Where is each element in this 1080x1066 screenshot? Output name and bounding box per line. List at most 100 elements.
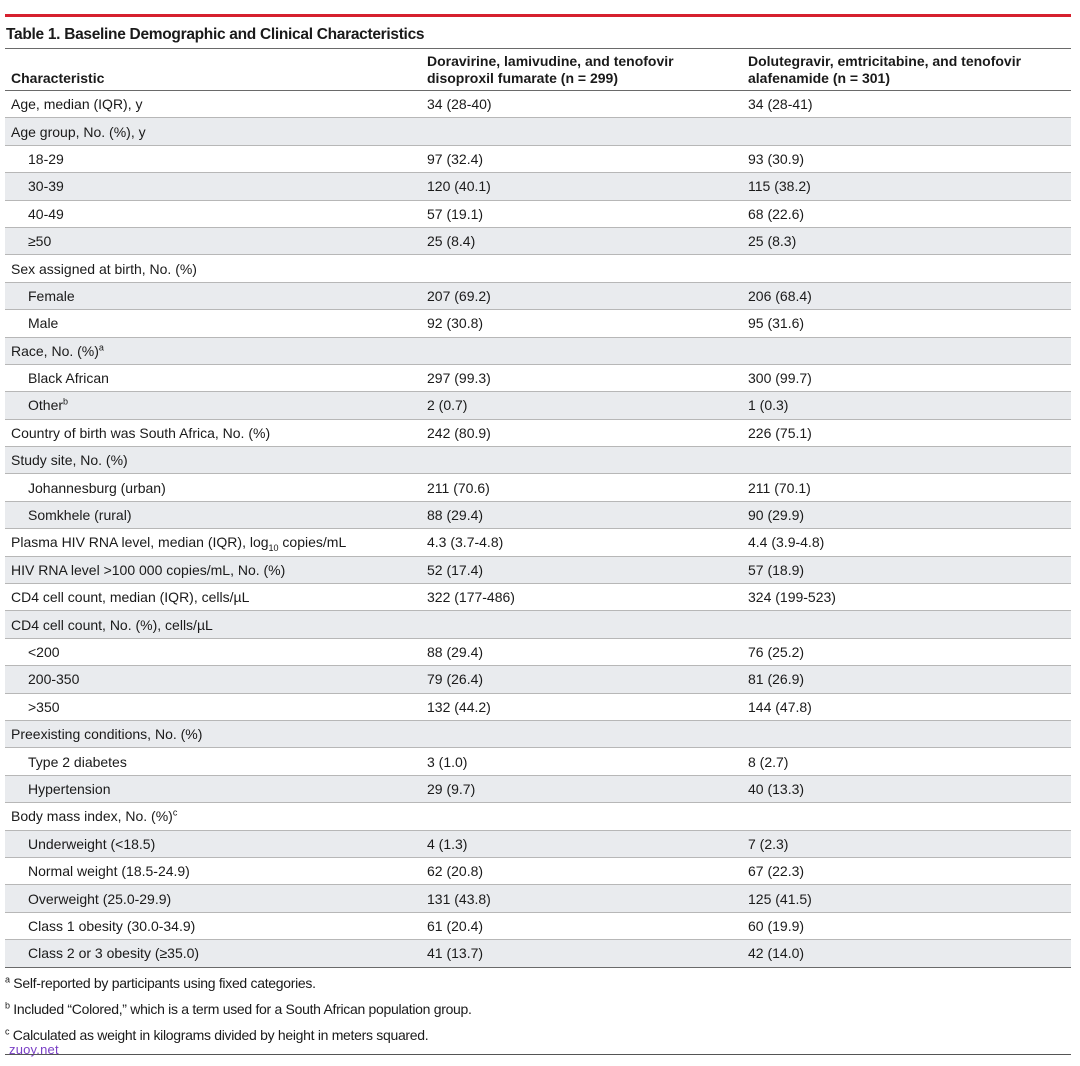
row-label: Race, No. (%)a: [5, 337, 421, 365]
value-doravirine: 97 (32.4): [421, 145, 742, 174]
value-dolutegravir: [742, 337, 1071, 365]
row-label: HIV RNA level >100 000 copies/mL, No. (%…: [5, 556, 421, 585]
header-doravirine-arm: Doravirine, lamivudine, and tenofovir di…: [421, 48, 742, 91]
table-row: Age group, No. (%), y: [5, 117, 1071, 146]
table-row: HIV RNA level >100 000 copies/mL, No. (%…: [5, 556, 1071, 585]
table-row: ≥50 25 (8.4) 25 (8.3): [5, 227, 1071, 256]
watermark-text: zuoy.net: [9, 1042, 59, 1057]
row-label: Age group, No. (%), y: [5, 117, 421, 146]
footnote: b Included “Colored,” which is a term us…: [5, 999, 472, 1017]
table-row: Sex assigned at birth, No. (%): [5, 254, 1071, 283]
value-dolutegravir: 226 (75.1): [742, 419, 1071, 448]
table-footnotes: a Self-reported by participants using fi…: [5, 972, 1071, 1050]
value-doravirine: [421, 610, 742, 639]
row-label: Body mass index, No. (%)c: [5, 802, 421, 831]
row-label: 30-39: [5, 172, 421, 201]
table-row: Female 207 (69.2) 206 (68.4): [5, 282, 1071, 311]
value-dolutegravir: [742, 720, 1071, 749]
row-label: CD4 cell count, No. (%), cells/µL: [5, 610, 421, 639]
table-row: CD4 cell count, median (IQR), cells/µL 32…: [5, 583, 1071, 612]
table-row: Age, median (IQR), y 34 (28-40) 34 (28-41): [5, 90, 1071, 119]
row-label: Sex assigned at birth, No. (%): [5, 254, 421, 283]
table-row: Type 2 diabetes 3 (1.0) 8 (2.7): [5, 747, 1071, 776]
footnote: a Self-reported by participants using fi…: [5, 973, 316, 991]
value-dolutegravir: 60 (19.9): [742, 912, 1071, 941]
value-dolutegravir: 4.4 (3.9-4.8): [742, 528, 1071, 557]
value-doravirine: 92 (30.8): [421, 309, 742, 338]
bottom-rule: [5, 1054, 1071, 1055]
table-row: 40-49 57 (19.1) 68 (22.6): [5, 200, 1071, 228]
table-row: CD4 cell count, No. (%), cells/µL: [5, 610, 1071, 639]
table-row: Black African 297 (99.3) 300 (99.7): [5, 364, 1071, 393]
row-label: 18-29: [5, 145, 421, 174]
value-doravirine: 2 (0.7): [421, 391, 742, 420]
value-doravirine: [421, 446, 742, 475]
value-doravirine: [421, 117, 742, 146]
value-dolutegravir: 25 (8.3): [742, 227, 1071, 256]
row-label: Class 1 obesity (30.0-34.9): [5, 912, 421, 941]
value-dolutegravir: [742, 802, 1071, 831]
value-dolutegravir: 125 (41.5): [742, 884, 1071, 913]
row-label: <200: [5, 638, 421, 667]
value-doravirine: 120 (40.1): [421, 172, 742, 201]
value-dolutegravir: 144 (47.8): [742, 693, 1071, 721]
value-dolutegravir: 7 (2.3): [742, 830, 1071, 858]
value-dolutegravir: 34 (28-41): [742, 90, 1071, 119]
value-doravirine: 29 (9.7): [421, 775, 742, 804]
table-row: 200-350 79 (26.4) 81 (26.9): [5, 665, 1071, 694]
header-doravirine-line1: Doravirine, lamivudine, and tenofovir: [427, 53, 674, 69]
table-row: Race, No. (%)a: [5, 337, 1071, 365]
value-dolutegravir: [742, 446, 1071, 475]
value-doravirine: 25 (8.4): [421, 227, 742, 256]
table-row: Male 92 (30.8) 95 (31.6): [5, 309, 1071, 338]
value-doravirine: 131 (43.8): [421, 884, 742, 913]
table-row: Somkhele (rural) 88 (29.4) 90 (29.9): [5, 501, 1071, 530]
row-label: Male: [5, 309, 421, 338]
value-doravirine: 52 (17.4): [421, 556, 742, 585]
value-doravirine: 41 (13.7): [421, 939, 742, 968]
table-row: Class 2 or 3 obesity (≥35.0) 41 (13.7) 42 …: [5, 939, 1071, 968]
table-row: 18-29 97 (32.4) 93 (30.9): [5, 145, 1071, 174]
table-title: Table 1. Baseline Demographic and Clinic…: [6, 24, 1071, 46]
table-row: Plasma HIV RNA level, median (IQR), log1…: [5, 528, 1071, 557]
value-doravirine: 207 (69.2): [421, 282, 742, 311]
header-dolutegravir-line2: alafenamide (n = 301): [748, 70, 891, 86]
value-dolutegravir: 300 (99.7): [742, 364, 1071, 393]
value-doravirine: 322 (177-486): [421, 583, 742, 612]
footnote: c Calculated as weight in kilograms divi…: [5, 1025, 429, 1043]
row-label: Underweight (<18.5): [5, 830, 421, 858]
table-row: Normal weight (18.5-24.9) 62 (20.8) 67 (22…: [5, 857, 1071, 886]
header-characteristic: Characteristic: [5, 48, 421, 91]
value-doravirine: 57 (19.1): [421, 200, 742, 228]
value-doravirine: [421, 254, 742, 283]
value-doravirine: 61 (20.4): [421, 912, 742, 941]
value-doravirine: [421, 802, 742, 831]
row-label: Type 2 diabetes: [5, 747, 421, 776]
value-doravirine: 297 (99.3): [421, 364, 742, 393]
row-label: >350: [5, 693, 421, 721]
value-dolutegravir: [742, 610, 1071, 639]
row-label: Female: [5, 282, 421, 311]
value-dolutegravir: 211 (70.1): [742, 473, 1071, 502]
row-label: Somkhele (rural): [5, 501, 421, 530]
value-doravirine: 4.3 (3.7-4.8): [421, 528, 742, 557]
value-dolutegravir: 57 (18.9): [742, 556, 1071, 585]
row-label: Otherb: [5, 391, 421, 420]
table-row: Underweight (<18.5) 4 (1.3) 7 (2.3): [5, 830, 1071, 858]
value-dolutegravir: 40 (13.3): [742, 775, 1071, 804]
row-label: Black African: [5, 364, 421, 393]
value-dolutegravir: [742, 254, 1071, 283]
table-row: Study site, No. (%): [5, 446, 1071, 475]
value-doravirine: 4 (1.3): [421, 830, 742, 858]
table-row: Body mass index, No. (%)c: [5, 802, 1071, 831]
row-label: 40-49: [5, 200, 421, 228]
table-row: Otherb 2 (0.7) 1 (0.3): [5, 391, 1071, 420]
value-dolutegravir: 67 (22.3): [742, 857, 1071, 886]
value-doravirine: [421, 720, 742, 749]
value-dolutegravir: 8 (2.7): [742, 747, 1071, 776]
row-label: Preexisting conditions, No. (%): [5, 720, 421, 749]
value-doravirine: 34 (28-40): [421, 90, 742, 119]
value-dolutegravir: 95 (31.6): [742, 309, 1071, 338]
row-label: Johannesburg (urban): [5, 473, 421, 502]
row-label: Study site, No. (%): [5, 446, 421, 475]
